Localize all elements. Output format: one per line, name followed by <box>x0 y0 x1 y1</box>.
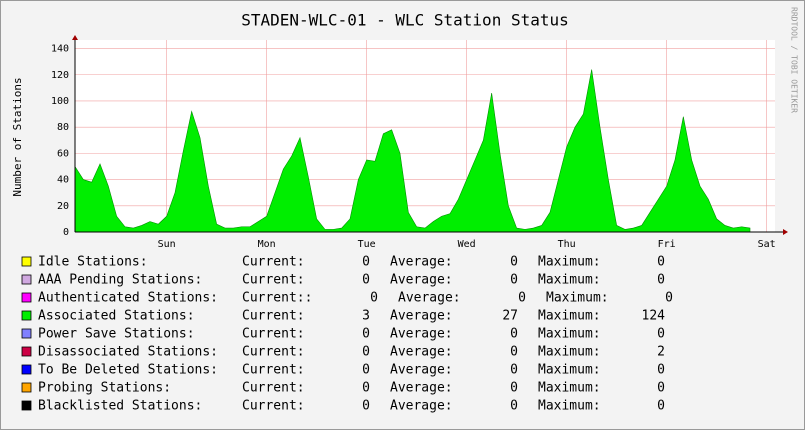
stat-label: Maximum: <box>538 309 601 324</box>
legend-name: Probing Stations: <box>38 381 171 396</box>
stat-label: Average: <box>390 363 453 378</box>
stat-value: 0 <box>665 291 673 306</box>
stat-value: 0 <box>657 273 665 288</box>
y-tick-label: 0 <box>63 227 69 238</box>
stat-label: Current: <box>242 363 305 378</box>
stat-value: 0 <box>510 381 518 396</box>
legend-swatch <box>21 274 32 285</box>
legend-name: Idle Stations: <box>38 255 148 270</box>
stat-value: 0 <box>362 345 370 360</box>
stat-value: 0 <box>510 399 518 414</box>
legend-swatch <box>21 382 32 393</box>
area <box>74 69 751 233</box>
stat-label: Maximum: <box>538 273 601 288</box>
stat-label: Maximum: <box>538 381 601 396</box>
legend-swatch <box>21 346 32 357</box>
stat-label: Maximum: <box>538 255 601 270</box>
y-tick-label: 80 <box>57 122 69 133</box>
x-tick-label: Sat <box>758 239 776 250</box>
legend-name: Blacklisted Stations: <box>38 399 202 414</box>
x-tick-label: Mon <box>258 239 276 250</box>
stat-value: 0 <box>510 363 518 378</box>
stat-value: 0 <box>362 273 370 288</box>
x-tick-label: Thu <box>558 239 576 250</box>
stat-value: 0 <box>510 327 518 342</box>
y-axis-arrow <box>72 35 78 40</box>
stat-value: 0 <box>657 399 665 414</box>
stat-value: 0 <box>657 381 665 396</box>
stat-label: Current: <box>242 327 305 342</box>
legend-name: To Be Deleted Stations: <box>38 363 218 378</box>
stat-value: 27 <box>502 309 518 324</box>
stat-label: Average: <box>390 345 453 360</box>
stat-label: Current: <box>242 255 305 270</box>
y-tick-label: 100 <box>51 96 69 107</box>
legend-swatch <box>21 310 32 321</box>
stat-value: 0 <box>657 255 665 270</box>
legend-name: Associated Stations: <box>38 309 195 324</box>
stat-value: 0 <box>362 381 370 396</box>
stat-label: Current: <box>242 309 305 324</box>
x-tick-label: Fri <box>658 239 676 250</box>
stat-value: 0 <box>510 273 518 288</box>
legend-swatch <box>21 400 32 411</box>
stat-label: Maximum: <box>538 363 601 378</box>
stat-label: Maximum: <box>538 327 601 342</box>
x-axis-arrow <box>783 229 788 235</box>
chart-title: STADEN-WLC-01 - WLC Station Status <box>241 11 569 30</box>
stat-label: Average: <box>390 273 453 288</box>
y-tick-label: 140 <box>51 44 69 55</box>
stat-value: 0 <box>362 399 370 414</box>
legend-swatch <box>21 256 32 267</box>
x-tick-label: Wed <box>458 239 476 250</box>
stat-value: 0 <box>510 345 518 360</box>
stat-label: Current: <box>242 399 305 414</box>
legend-swatch <box>21 328 32 339</box>
legend-name: AAA Pending Stations: <box>38 273 202 288</box>
stat-label: Average: <box>390 255 453 270</box>
stat-label: Current: <box>242 345 305 360</box>
stat-label: Maximum: <box>538 345 601 360</box>
y-tick-label: 120 <box>51 70 69 81</box>
stat-label: Average: <box>390 327 453 342</box>
stat-value: 0 <box>518 291 526 306</box>
y-tick-label: 40 <box>57 175 69 186</box>
legend-name: Disassociated Stations: <box>38 345 218 360</box>
stat-value: 124 <box>642 309 666 324</box>
stat-label: Current:: <box>242 291 312 306</box>
stat-value: 0 <box>510 255 518 270</box>
y-axis-label: Number of Stations <box>11 77 24 196</box>
legend-swatch <box>21 292 32 303</box>
side-note: RRDTOOL / TOBI OETIKER <box>790 7 799 113</box>
stat-value: 2 <box>657 345 665 360</box>
legend-name: Authenticated Stations: <box>38 291 218 306</box>
stat-value: 0 <box>370 291 378 306</box>
stat-value: 0 <box>657 327 665 342</box>
x-tick-label: Sun <box>158 239 176 250</box>
stat-label: Average: <box>390 381 453 396</box>
stat-label: Average: <box>390 399 453 414</box>
stat-label: Current: <box>242 273 305 288</box>
stat-value: 0 <box>657 363 665 378</box>
stat-label: Maximum: <box>546 291 609 306</box>
stat-value: 3 <box>362 309 370 324</box>
x-tick-label: Tue <box>358 239 376 250</box>
stat-value: 0 <box>362 327 370 342</box>
stat-label: Average: <box>390 309 453 324</box>
y-tick-label: 60 <box>57 148 69 159</box>
y-tick-label: 20 <box>57 201 69 212</box>
stat-label: Current: <box>242 381 305 396</box>
stat-label: Maximum: <box>538 399 601 414</box>
stat-value: 0 <box>362 255 370 270</box>
stat-label: Average: <box>398 291 461 306</box>
legend-swatch <box>21 364 32 375</box>
legend-name: Power Save Stations: <box>38 327 195 342</box>
stat-value: 0 <box>362 363 370 378</box>
